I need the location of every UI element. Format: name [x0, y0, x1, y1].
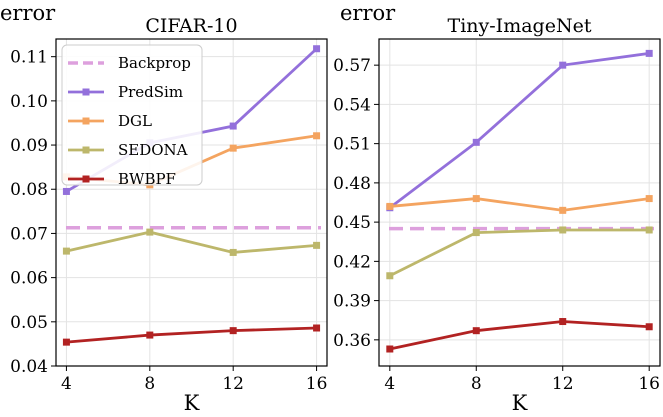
y-tick-label: 0.36 — [333, 331, 371, 351]
legend-label: DGL — [118, 112, 152, 130]
data-point-predsim-8 — [472, 138, 480, 146]
legend-marker — [82, 146, 90, 154]
legend-item-bwbpf: BWBPF — [68, 170, 176, 188]
series-line-dgl — [389, 197, 650, 212]
series-group — [386, 49, 654, 353]
data-point-bwbpf-8 — [146, 331, 154, 339]
series-line-predsim — [388, 52, 650, 209]
plot-frame — [55, 38, 328, 367]
legend-marker — [82, 175, 90, 183]
y-tick-label: 0.10 — [10, 92, 48, 112]
data-point-sedona-12 — [559, 226, 567, 234]
legend-item-backprop: Backprop — [68, 54, 191, 72]
data-point-predsim-16 — [645, 49, 653, 57]
legend-marker — [82, 88, 90, 96]
data-point-predsim-16 — [313, 45, 321, 53]
data-point-predsim-12 — [229, 122, 237, 130]
legend-marker — [82, 117, 90, 125]
y-axis-label: error — [340, 1, 396, 25]
data-point-dgl-8 — [472, 195, 480, 203]
legend-label: BWBPF — [118, 170, 176, 188]
x-axis-label: K — [512, 391, 528, 415]
y-tick-label: 0.08 — [10, 180, 48, 200]
y-tick-label: 0.45 — [333, 213, 371, 233]
data-point-sedona-8 — [472, 229, 480, 237]
chart-panel-1: 4 8 12 16 0.04 0.05 0.06 0.07 0.08 0.09 0.10 0.11 CI… — [0, 1, 328, 415]
plot-frame — [378, 38, 661, 367]
data-point-dgl-16 — [645, 195, 653, 203]
y-tick-label: 0.11 — [10, 48, 48, 68]
data-point-predsim-12 — [559, 61, 567, 69]
x-tick-label: 8 — [144, 374, 155, 394]
chart-panel-2: 4 8 12 16 0.36 0.39 0.42 0.45 0.48 0.51 0.54 0.57 Ti… — [333, 1, 661, 415]
y-tick-label: 0.42 — [333, 252, 371, 272]
data-point-bwbpf-4 — [62, 338, 70, 346]
legend-item-dgl: DGL — [68, 112, 152, 130]
y-axis-label: error — [0, 1, 56, 25]
x-tick-label: 16 — [306, 374, 328, 394]
y-tick-label: 0.07 — [10, 224, 48, 244]
data-point-sedona-12 — [229, 248, 237, 256]
y-tick-label: 0.54 — [333, 95, 371, 115]
data-point-bwbpf-16 — [645, 323, 653, 331]
y-tick-label: 0.09 — [10, 136, 48, 156]
y-tick-label: 0.48 — [333, 174, 371, 194]
gridlines — [379, 39, 660, 366]
y-tick-label: 0.04 — [10, 357, 48, 377]
legend-label: Backprop — [118, 54, 191, 72]
x-tick-label: 4 — [61, 374, 72, 394]
y-tick-label: 0.39 — [333, 292, 371, 312]
data-point-dgl-12 — [229, 144, 237, 152]
data-point-bwbpf-16 — [313, 324, 321, 332]
y-tick-label: 0.06 — [10, 269, 48, 289]
series-line-sedona — [389, 228, 650, 278]
legend-label: SEDONA — [118, 141, 188, 159]
data-point-bwbpf-4 — [386, 345, 394, 353]
data-point-sedona-16 — [645, 226, 653, 234]
data-point-sedona-4 — [386, 272, 394, 280]
y-tick-label: 0.51 — [333, 135, 371, 155]
data-point-bwbpf-8 — [472, 327, 480, 335]
legend-item-predsim: PredSim — [68, 83, 183, 101]
tick-labels: 4 8 12 16 0.36 0.39 0.42 0.45 0.48 0.51 0.54 0.57 — [333, 56, 660, 394]
chart-title: CIFAR-10 — [145, 15, 237, 37]
series-line-sedona — [66, 230, 317, 254]
data-point-dgl-4 — [386, 202, 394, 210]
data-point-predsim-4 — [62, 187, 70, 195]
tick-labels: 4 8 12 16 0.04 0.05 0.06 0.07 0.08 0.09 0.10 0.11 — [10, 48, 327, 394]
x-tick-label: 12 — [552, 374, 574, 394]
data-point-dgl-12 — [559, 206, 567, 214]
chart-title: Tiny-ImageNet — [448, 15, 592, 37]
data-point-dgl-16 — [313, 132, 321, 140]
legend-label: PredSim — [118, 83, 183, 101]
x-tick-label: 16 — [638, 374, 660, 394]
data-point-bwbpf-12 — [559, 318, 567, 326]
y-tick-label: 0.05 — [10, 313, 48, 333]
data-point-sedona-16 — [313, 241, 321, 249]
data-point-bwbpf-12 — [229, 327, 237, 335]
data-point-sedona-8 — [146, 228, 154, 236]
x-tick-label: 12 — [222, 374, 244, 394]
series-line-bwbpf — [66, 326, 317, 344]
x-tick-label: 4 — [384, 374, 395, 394]
legend: Backprop PredSim DGL SEDONA BWBPF — [61, 44, 203, 188]
y-tick-label: 0.57 — [333, 56, 371, 76]
data-point-sedona-4 — [62, 247, 70, 255]
legend-item-sedona: SEDONA — [68, 141, 188, 159]
series-line-bwbpf — [389, 320, 650, 351]
x-tick-label: 8 — [471, 374, 482, 394]
x-axis-label: K — [184, 391, 200, 415]
